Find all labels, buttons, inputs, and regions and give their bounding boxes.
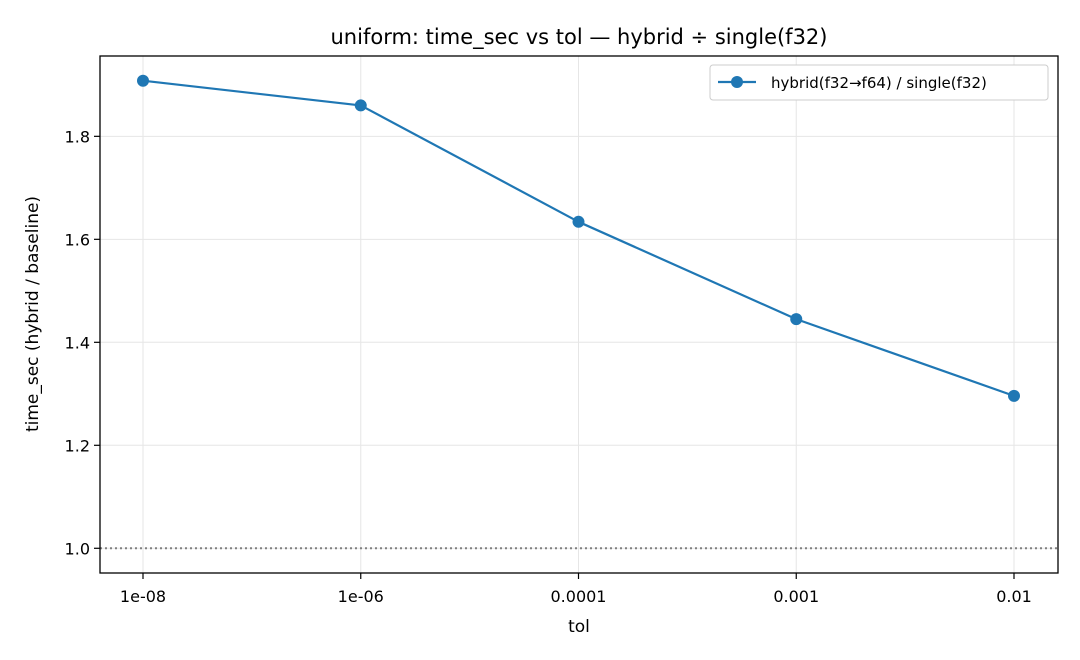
- data-point: [572, 215, 585, 228]
- x-axis-ticks: 1e-08 1e-06 0.0001 0.001 0.01: [120, 573, 1032, 606]
- y-tick-label: 1.8: [65, 127, 90, 146]
- y-axis-ticks: 1.0 1.2 1.4 1.6 1.8: [65, 127, 100, 558]
- x-tick-label: 0.0001: [551, 587, 607, 606]
- legend: hybrid(f32→f64) / single(f32): [709, 64, 1049, 101]
- y-tick-label: 1.4: [65, 333, 90, 352]
- chart-title: uniform: time_sec vs tol — hybrid ÷ sing…: [331, 25, 828, 50]
- x-tick-label: 0.001: [773, 587, 819, 606]
- data-point: [137, 74, 149, 87]
- y-tick-label: 1.2: [65, 436, 90, 455]
- grid: [100, 56, 1058, 573]
- data-point: [1008, 389, 1020, 402]
- x-axis-label: tol: [568, 617, 590, 637]
- y-tick-label: 1.6: [65, 230, 90, 249]
- legend-label: hybrid(f32→f64) / single(f32): [771, 74, 987, 92]
- legend-marker: [731, 76, 743, 88]
- y-tick-label: 1.0: [65, 539, 90, 558]
- legend-box: [709, 64, 1049, 101]
- data-point: [790, 313, 803, 326]
- x-tick-label: 1e-08: [120, 587, 166, 606]
- x-tick-label: 0.01: [996, 587, 1032, 606]
- y-axis-label: time_sec (hybrid / baseline): [23, 196, 43, 432]
- x-tick-label: 1e-06: [338, 587, 384, 606]
- series-group: [137, 74, 1020, 402]
- data-point: [354, 99, 367, 112]
